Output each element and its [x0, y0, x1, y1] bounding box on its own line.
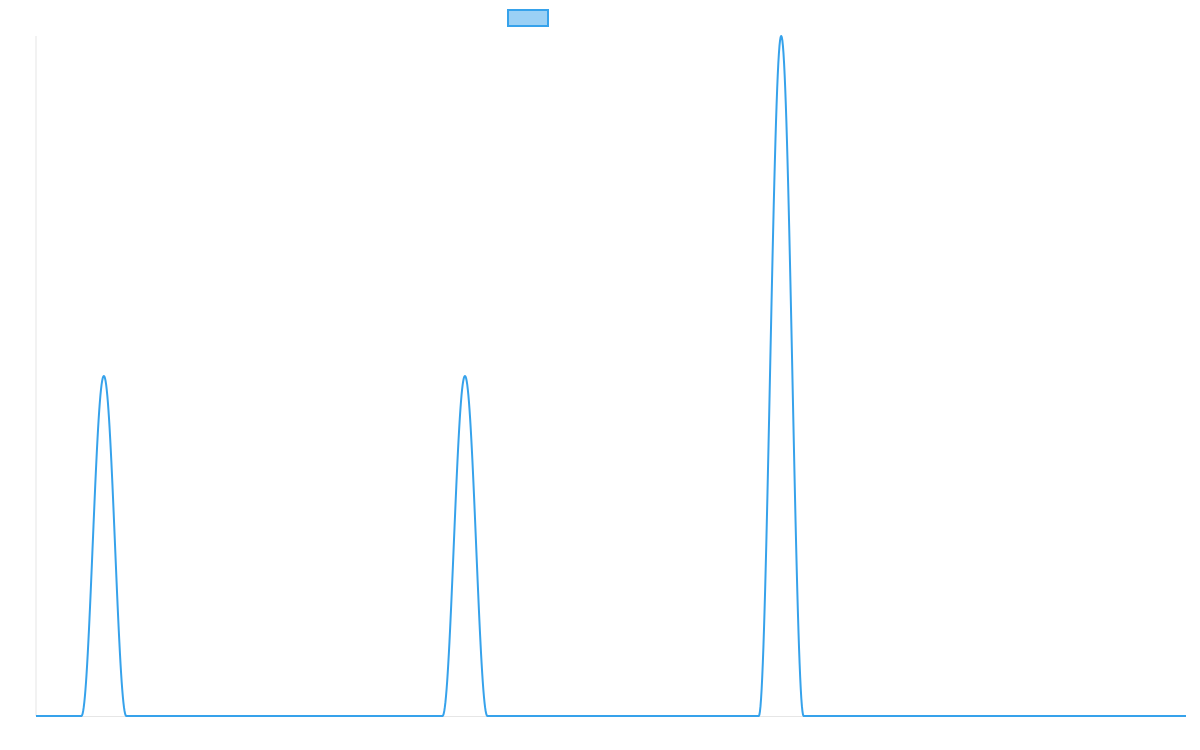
series-line-0[interactable]	[35, 35, 1187, 717]
legend-swatch[interactable]	[507, 9, 549, 27]
series-layer	[35, 35, 1187, 717]
legend	[507, 9, 549, 27]
